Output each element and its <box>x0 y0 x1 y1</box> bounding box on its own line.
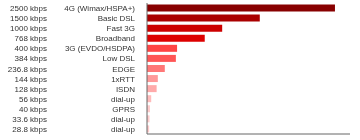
svg-text:2500 kbps: 2500 kbps <box>10 4 47 13</box>
svg-text:1xRTT: 1xRTT <box>111 75 135 84</box>
svg-text:1500 kbps: 1500 kbps <box>10 14 47 23</box>
svg-text:144 kbps: 144 kbps <box>15 75 47 84</box>
svg-text:dial-up: dial-up <box>111 115 136 124</box>
svg-text:28.8 kbps: 28.8 kbps <box>12 125 47 134</box>
svg-text:Basic DSL: Basic DSL <box>98 14 136 23</box>
svg-text:1000 kbps: 1000 kbps <box>10 24 47 33</box>
svg-text:400 kbps: 400 kbps <box>15 44 47 53</box>
svg-text:Fast 3G: Fast 3G <box>107 24 135 33</box>
svg-text:33.6 kbps: 33.6 kbps <box>12 115 47 124</box>
svg-text:dial-up: dial-up <box>111 125 136 134</box>
svg-text:236.8 kbps: 236.8 kbps <box>8 65 47 74</box>
svg-text:EDGE: EDGE <box>112 65 135 74</box>
svg-text:dial-up: dial-up <box>111 95 136 104</box>
svg-text:Broadband: Broadband <box>96 34 135 43</box>
svg-text:4G (Wimax/HSPA+): 4G (Wimax/HSPA+) <box>64 4 135 13</box>
svg-text:3G (EVDO/HSDPA): 3G (EVDO/HSDPA) <box>65 44 135 53</box>
svg-text:ISDN: ISDN <box>116 85 135 94</box>
svg-text:GPRS: GPRS <box>112 105 135 114</box>
svg-text:40 kbps: 40 kbps <box>19 105 47 114</box>
svg-text:56 kbps: 56 kbps <box>19 95 47 104</box>
svg-text:384 kbps: 384 kbps <box>15 54 47 63</box>
svg-text:128 kbps: 128 kbps <box>15 85 47 94</box>
svg-text:Low DSL: Low DSL <box>103 54 136 63</box>
svg-text:768 kbps: 768 kbps <box>15 34 47 43</box>
